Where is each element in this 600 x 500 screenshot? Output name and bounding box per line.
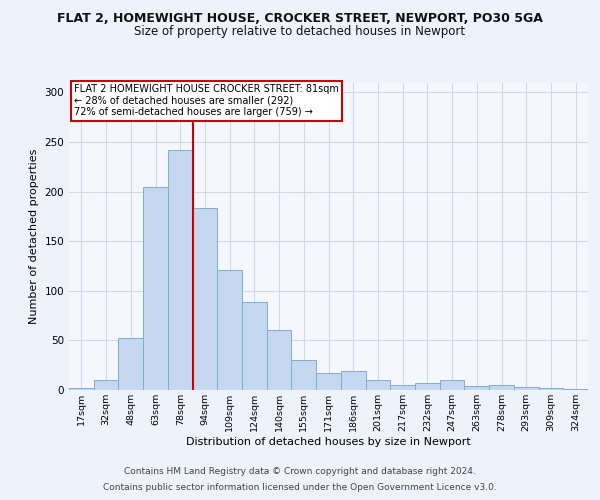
Bar — [489, 385, 514, 390]
Bar — [341, 371, 365, 390]
Bar — [316, 373, 341, 390]
Bar — [217, 270, 242, 390]
Bar — [69, 388, 94, 390]
Bar — [464, 386, 489, 390]
Bar — [440, 380, 464, 390]
Text: FLAT 2, HOMEWIGHT HOUSE, CROCKER STREET, NEWPORT, PO30 5GA: FLAT 2, HOMEWIGHT HOUSE, CROCKER STREET,… — [57, 12, 543, 26]
Bar — [94, 380, 118, 390]
X-axis label: Distribution of detached houses by size in Newport: Distribution of detached houses by size … — [186, 436, 471, 446]
Text: Size of property relative to detached houses in Newport: Size of property relative to detached ho… — [134, 25, 466, 38]
Bar — [267, 330, 292, 390]
Bar — [193, 208, 217, 390]
Bar — [242, 302, 267, 390]
Bar — [415, 383, 440, 390]
Text: FLAT 2 HOMEWIGHT HOUSE CROCKER STREET: 81sqm
← 28% of detached houses are smalle: FLAT 2 HOMEWIGHT HOUSE CROCKER STREET: 8… — [74, 84, 339, 117]
Bar — [539, 388, 563, 390]
Bar — [168, 150, 193, 390]
Bar — [292, 360, 316, 390]
Bar — [143, 186, 168, 390]
Text: Contains HM Land Registry data © Crown copyright and database right 2024.: Contains HM Land Registry data © Crown c… — [124, 467, 476, 476]
Text: Contains public sector information licensed under the Open Government Licence v3: Contains public sector information licen… — [103, 484, 497, 492]
Bar — [390, 385, 415, 390]
Bar — [118, 338, 143, 390]
Bar — [563, 389, 588, 390]
Y-axis label: Number of detached properties: Number of detached properties — [29, 148, 39, 324]
Bar — [365, 380, 390, 390]
Bar — [514, 387, 539, 390]
